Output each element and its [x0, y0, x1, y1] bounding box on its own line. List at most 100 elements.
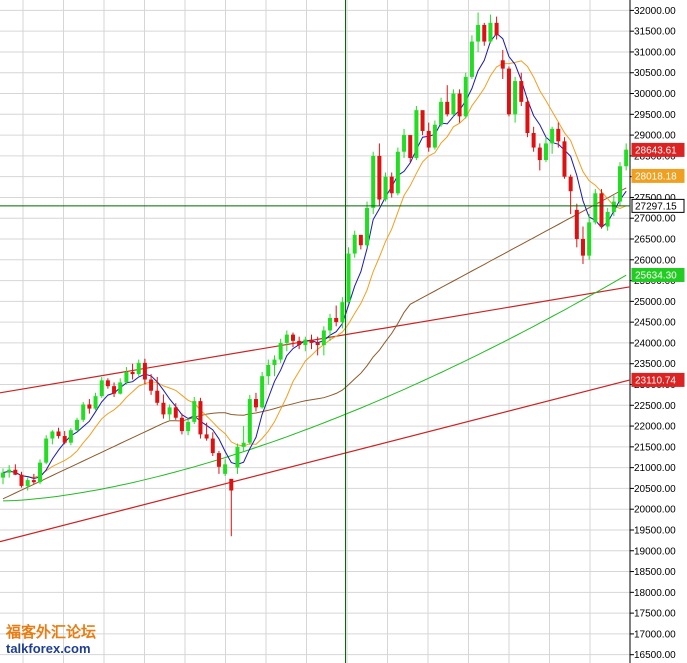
candle-body [272, 359, 277, 365]
price-tag: 27297.15 [631, 198, 685, 213]
candle [605, 207, 610, 231]
candle [204, 422, 209, 441]
candle [216, 451, 221, 474]
candle [303, 336, 308, 352]
y-tick-label: 23500.00 [634, 359, 676, 370]
candle [377, 143, 382, 206]
candle [81, 401, 86, 422]
y-axis: 32000.00 31500.00 31000.00 30500.00 30000.00… [630, 6, 676, 661]
candle-body [167, 407, 172, 415]
price-tag-label: 27297.15 [635, 201, 677, 212]
candle-body [309, 339, 314, 343]
candle-body [525, 101, 530, 134]
candle-body [93, 396, 98, 409]
candle-body [321, 330, 326, 346]
candle-body [44, 438, 49, 463]
price-tag-box [631, 267, 685, 282]
candle [371, 151, 376, 215]
candle-body [587, 222, 592, 256]
candle [68, 428, 73, 446]
candle [75, 417, 80, 432]
y-tick-label: 24000.00 [634, 338, 676, 349]
candles [1, 12, 629, 537]
candle-body [25, 480, 30, 486]
candle-body [550, 128, 555, 144]
candle [463, 72, 468, 119]
candle-body [537, 147, 542, 161]
candle-body [451, 93, 456, 115]
candle [136, 359, 141, 377]
y-tick-label: 18500.00 [634, 567, 676, 578]
candle-body [87, 404, 92, 409]
candle [531, 126, 536, 152]
candle [439, 97, 444, 127]
y-tick-label: 18000.00 [634, 588, 676, 599]
candle [488, 14, 493, 44]
candle [599, 189, 604, 229]
candle [50, 430, 55, 445]
candle [543, 137, 548, 163]
candle-body [340, 302, 345, 323]
price-tag: 23110.74 [631, 372, 685, 387]
y-tick-label: 27000.00 [634, 214, 676, 225]
candle [513, 76, 518, 123]
candle-body [75, 419, 80, 431]
candle-body [266, 364, 271, 377]
y-tick-label: 26000.00 [634, 255, 676, 266]
y-tick-label: 19000.00 [634, 546, 676, 557]
candle [556, 122, 561, 148]
candle-body [494, 22, 499, 36]
candle-body [56, 431, 61, 437]
candle-body [278, 342, 283, 360]
candle-body [315, 342, 320, 346]
price-tags: 28643.61 28018.18 27297.15 25634.30 23110.74 [631, 142, 685, 387]
candle-body [426, 130, 431, 148]
candle-body [618, 166, 622, 202]
candle-body [580, 239, 585, 256]
candle-body [531, 133, 536, 148]
candle-body [488, 22, 493, 42]
y-tick-label: 29000.00 [634, 131, 676, 142]
candle-body [556, 128, 561, 142]
y-tick-label: 24500.00 [634, 318, 676, 329]
candle [297, 336, 302, 350]
candle-body [290, 334, 295, 341]
candle-body [346, 253, 351, 303]
candle [93, 392, 98, 411]
candle-body [562, 141, 567, 177]
candle-body [389, 176, 394, 194]
candle [38, 459, 43, 485]
candle-body [130, 372, 135, 375]
candle [420, 110, 425, 136]
candle [562, 137, 567, 179]
candle-body [408, 135, 413, 158]
candle-body [574, 209, 579, 240]
price-tag-label: 23110.74 [635, 375, 676, 386]
watermark-chinese: 福客外汇论坛 [5, 623, 96, 641]
candle [494, 16, 499, 40]
ma-green-line [2, 274, 627, 502]
candle-body [377, 155, 382, 200]
candle [358, 234, 363, 250]
y-tick-label: 31000.00 [634, 47, 676, 58]
candle-body [19, 474, 24, 486]
candle [334, 305, 339, 327]
candle-body [593, 193, 598, 223]
candle [149, 374, 154, 395]
y-tick-label: 27500.00 [634, 193, 676, 204]
y-tick-label: 32000.00 [634, 6, 676, 17]
y-tick-label: 30500.00 [634, 68, 676, 79]
candle [290, 332, 295, 348]
candle-body [161, 402, 166, 415]
candle-body [303, 339, 308, 346]
candle [161, 394, 166, 419]
price-tag-label: 25634.30 [635, 270, 677, 281]
candle-body [247, 399, 252, 443]
candle [593, 189, 598, 225]
candle-body [371, 155, 376, 208]
y-tick-label: 26500.00 [634, 235, 676, 246]
candle [408, 135, 413, 163]
candle [112, 382, 117, 397]
candle-body [605, 211, 610, 227]
